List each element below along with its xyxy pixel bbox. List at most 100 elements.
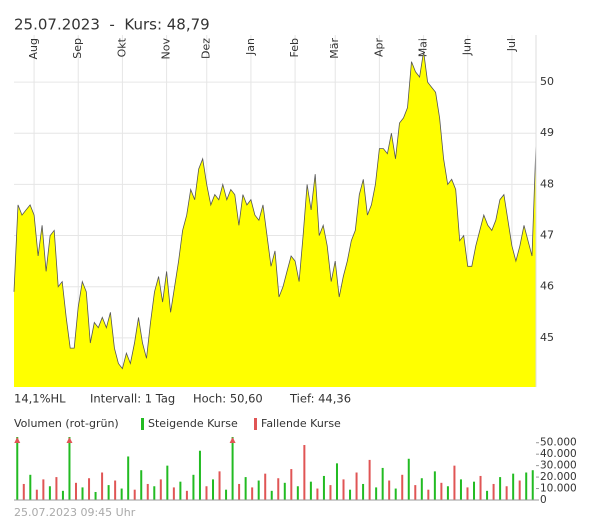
volume-bar [244, 477, 247, 500]
volume-bar [466, 487, 469, 500]
volume-bar [518, 480, 521, 500]
volume-bar [101, 472, 104, 500]
volume-bar [257, 480, 260, 500]
x-tick-label: Nov [160, 38, 173, 60]
volume-bar [479, 475, 482, 500]
y-tick-label: 49 [540, 126, 554, 139]
legend-swatch [141, 418, 144, 430]
volume-bar [185, 490, 188, 500]
volume-bar [388, 480, 391, 500]
volume-bar [349, 489, 352, 500]
volume-bar [16, 437, 19, 500]
volume-bar [401, 474, 404, 500]
volume-bar [127, 456, 130, 500]
volume-bar [381, 467, 384, 500]
volume-bar [270, 490, 273, 500]
x-tick-label: Jan [244, 38, 257, 56]
volume-bar [427, 489, 430, 500]
volume-bar [525, 472, 528, 500]
volume-bar [394, 488, 397, 500]
volume-bar [159, 479, 162, 500]
volume-bar [362, 483, 365, 500]
x-tick-label: Mai [417, 38, 430, 57]
volume-bar [290, 469, 293, 500]
volume-bar [375, 487, 378, 500]
y-tick-label: 0 [540, 494, 547, 506]
volume-bar [88, 478, 91, 500]
volume-bar [107, 485, 110, 500]
volume-bar [238, 483, 241, 500]
volume-bar [120, 488, 123, 500]
volume-bar [48, 486, 51, 500]
y-tick-label: 46 [540, 280, 554, 293]
volume-bar [172, 487, 175, 500]
volume-bar [440, 482, 443, 500]
y-tick-label: 50 [540, 75, 554, 88]
volume-bar [212, 479, 215, 500]
volume-bar [68, 437, 71, 500]
volume-bar [198, 450, 201, 500]
volume-bar [55, 477, 58, 500]
volume-bar [94, 491, 97, 500]
legend-label: Steigende Kurse [148, 417, 238, 430]
x-tick-label: Jun [461, 38, 474, 56]
volume-bar [505, 486, 508, 500]
price-area [14, 51, 536, 388]
volume-bar [453, 465, 456, 500]
volume-bar [355, 472, 358, 500]
volume-bar [218, 471, 221, 500]
chart-title: 25.07.2023 - Kurs: 48,79 [14, 16, 210, 34]
volume-bar [342, 479, 345, 500]
volume-bar [433, 471, 436, 500]
volume-bar [133, 489, 136, 500]
y-tick-label: 48 [540, 177, 554, 190]
volume-bar [407, 458, 410, 500]
volume-bar [329, 485, 332, 500]
volume-bar [512, 473, 515, 500]
volume-bar [192, 474, 195, 500]
overflow-arrow [229, 437, 236, 443]
volume-bar [251, 487, 254, 500]
volume-bar [225, 489, 228, 500]
volume-bar [446, 486, 449, 500]
price-line [13, 51, 537, 370]
x-tick-label: Sep [71, 38, 84, 59]
y-tick-label: 30.000 [540, 460, 577, 472]
volume-bar [335, 463, 338, 500]
volume-bar [166, 465, 169, 500]
volume-bar [277, 478, 280, 500]
y-tick-label: 10.000 [540, 483, 577, 495]
y-tick-label: 45 [540, 331, 554, 344]
volume-bar [81, 487, 84, 500]
volume-bar [309, 481, 312, 500]
volume-bar [322, 475, 325, 500]
volume-bar [179, 481, 182, 500]
legend-swatch [254, 418, 257, 430]
volume-bar [531, 470, 534, 500]
volume-bar [283, 482, 286, 500]
x-tick-label: Jul [505, 38, 518, 52]
x-tick-label: Aug [27, 38, 40, 59]
volume-bar [492, 483, 495, 500]
y-tick-label: 47 [540, 229, 554, 242]
footnote: 25.07.2023 09:45 Uhr [14, 506, 136, 519]
volume-title: Volumen (rot-grün) [14, 417, 119, 430]
x-tick-label: Feb [288, 38, 301, 57]
x-tick-label: Okt [115, 37, 128, 57]
volume-bar [420, 478, 423, 500]
volume-bar [499, 477, 502, 500]
volume-bar [414, 485, 417, 500]
volume-bar [486, 490, 489, 500]
x-tick-label: Mär [328, 38, 341, 59]
info-interval: Intervall: 1 Tag [90, 392, 175, 406]
volume-bar [368, 459, 371, 500]
overflow-arrow [66, 437, 73, 443]
y-tick-label: 20.000 [540, 471, 577, 483]
overflow-arrow [14, 437, 21, 443]
legend-label: Fallende Kurse [261, 417, 341, 430]
volume-bar [35, 489, 38, 500]
volume-bar [231, 437, 234, 500]
volume-bar [316, 488, 319, 500]
volume-bar [22, 483, 25, 500]
